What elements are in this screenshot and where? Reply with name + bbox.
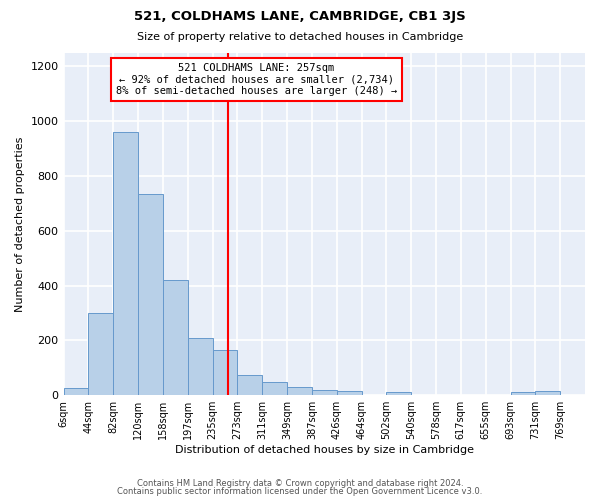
Text: 521 COLDHAMS LANE: 257sqm
← 92% of detached houses are smaller (2,734)
8% of sem: 521 COLDHAMS LANE: 257sqm ← 92% of detac… [116, 63, 397, 96]
Bar [64, 388, 88, 395]
Bar [212, 350, 238, 395]
Text: 521, COLDHAMS LANE, CAMBRIDGE, CB1 3JS: 521, COLDHAMS LANE, CAMBRIDGE, CB1 3JS [134, 10, 466, 23]
Bar [238, 374, 262, 395]
Bar [386, 392, 411, 395]
X-axis label: Distribution of detached houses by size in Cambridge: Distribution of detached houses by size … [175, 445, 474, 455]
Bar [113, 132, 138, 395]
Bar [535, 391, 560, 395]
Y-axis label: Number of detached properties: Number of detached properties [15, 136, 25, 312]
Text: Contains HM Land Registry data © Crown copyright and database right 2024.: Contains HM Land Registry data © Crown c… [137, 478, 463, 488]
Bar [511, 392, 535, 395]
Bar [188, 338, 212, 395]
Bar [287, 387, 312, 395]
Bar [262, 382, 287, 395]
Bar [88, 313, 113, 395]
Bar [337, 391, 362, 395]
Bar [312, 390, 337, 395]
Text: Contains public sector information licensed under the Open Government Licence v3: Contains public sector information licen… [118, 487, 482, 496]
Bar [163, 280, 188, 395]
Bar [138, 194, 163, 395]
Text: Size of property relative to detached houses in Cambridge: Size of property relative to detached ho… [137, 32, 463, 42]
